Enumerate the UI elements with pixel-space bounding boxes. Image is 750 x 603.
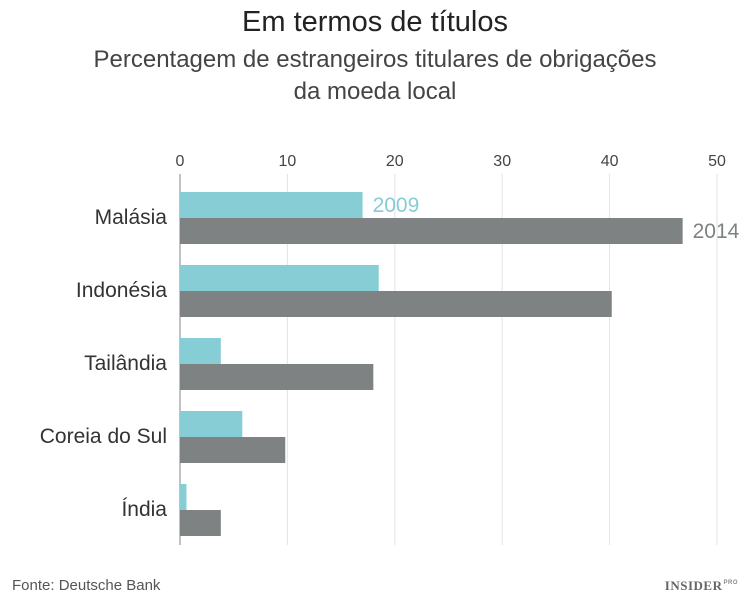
bar-2009 xyxy=(180,484,187,510)
bar-2009 xyxy=(180,192,363,218)
x-tick-label: 20 xyxy=(386,153,404,170)
bar-2009 xyxy=(180,411,243,437)
category-label: Indonésia xyxy=(76,279,167,302)
bars xyxy=(180,192,683,536)
category-labels: Malásia Indonésia Tailândia Coreia do Sul Ín… xyxy=(40,206,168,521)
category-label: Coreia do Sul xyxy=(40,425,167,448)
bar-2014 xyxy=(180,364,374,390)
x-tick-label: 30 xyxy=(493,153,511,170)
chart-subtitle-line-1: Percentagem de estrangeiros titulares de… xyxy=(93,46,657,73)
category-label: Tailândia xyxy=(84,352,167,375)
x-tick-label: 0 xyxy=(176,153,185,170)
chart-subtitle: Percentagem de estrangeiros titulares de… xyxy=(0,44,750,108)
bar-2014 xyxy=(180,510,221,536)
brand-logo: INSIDERPRO xyxy=(665,578,738,594)
chart-subtitle-line-2: da moeda local xyxy=(293,78,457,105)
series-labels: 2009 2014 xyxy=(373,194,740,243)
bar-2009 xyxy=(180,338,221,364)
x-tick-label: 10 xyxy=(279,153,297,170)
brand-suffix: PRO xyxy=(723,580,738,586)
series-label-2009: 2009 xyxy=(373,194,420,217)
category-label: Malásia xyxy=(95,206,168,229)
chart-title: Em termos de títulos xyxy=(242,6,508,38)
x-tick-label: 40 xyxy=(601,153,619,170)
bar-2014 xyxy=(180,437,286,463)
source-note: Fonte: Deutsche Bank xyxy=(12,577,161,594)
x-tick-label: 50 xyxy=(708,153,726,170)
category-label: Índia xyxy=(121,498,167,521)
brand-name: INSIDER xyxy=(664,578,723,593)
bar-2014 xyxy=(180,291,612,317)
bar-2009 xyxy=(180,265,379,291)
x-axis-ticks: 0 10 20 30 40 50 xyxy=(176,153,726,170)
series-label-2014: 2014 xyxy=(693,220,740,243)
bar-2014 xyxy=(180,218,683,244)
